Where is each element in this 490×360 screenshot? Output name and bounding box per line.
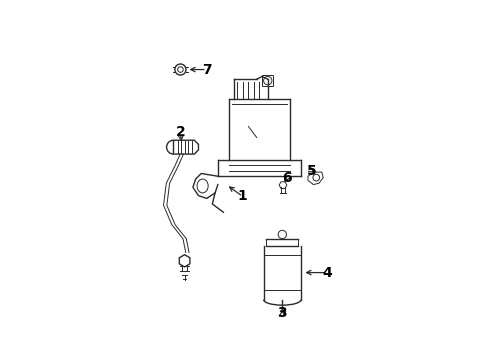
Text: 1: 1 [238, 189, 247, 203]
Text: 6: 6 [282, 171, 292, 185]
Text: 3: 3 [277, 306, 287, 320]
Bar [262, 75, 273, 86]
Text: 2: 2 [175, 125, 185, 139]
Text: 4: 4 [322, 266, 332, 280]
Text: 5: 5 [307, 164, 317, 178]
Text: 7: 7 [202, 63, 212, 77]
